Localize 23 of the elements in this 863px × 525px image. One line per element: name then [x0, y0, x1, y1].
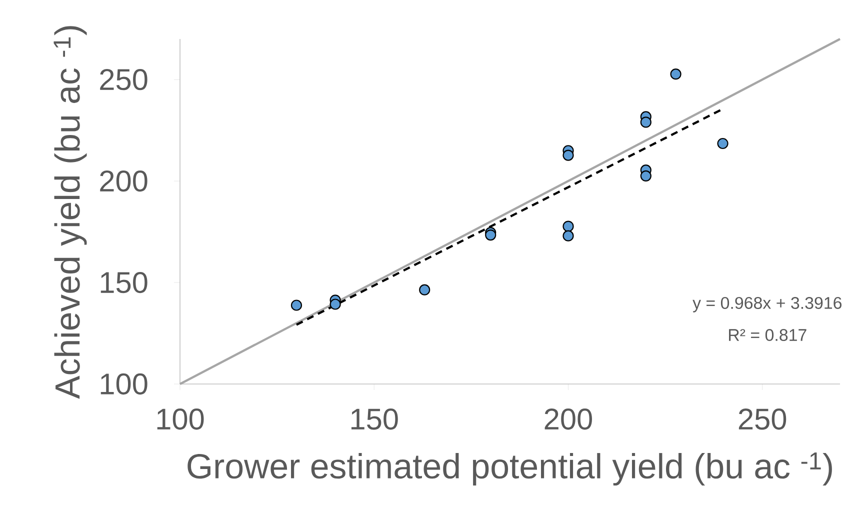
point	[562, 150, 574, 161]
annotation: R² = 0.817	[729, 329, 806, 342]
x-tick-label: 250	[738, 408, 786, 430]
y-tick-label: 100	[100, 373, 148, 395]
point	[290, 300, 302, 311]
point	[640, 170, 652, 182]
x-axis-title: Grower estimated potential yield (bu ac $^{-1}$)	[188, 452, 832, 486]
point	[485, 229, 496, 241]
x-tick-label: 200	[544, 408, 592, 430]
point	[419, 284, 430, 296]
point	[640, 116, 652, 128]
y-tick-label: 200	[100, 170, 148, 192]
y-tick-label: 150	[100, 272, 148, 294]
x-tick-label: 100	[157, 408, 204, 430]
annotation: y = 0.968x + 3.3916	[692, 296, 842, 312]
point	[562, 220, 574, 232]
point	[562, 230, 574, 242]
x-tick-label: 150	[351, 408, 398, 430]
y-tick-label: 250	[100, 69, 148, 90]
point	[330, 298, 341, 310]
point	[717, 138, 728, 150]
y-axis-title: Achieved yield (bu ac $^{-1}$)	[54, 26, 87, 399]
point	[670, 68, 682, 80]
